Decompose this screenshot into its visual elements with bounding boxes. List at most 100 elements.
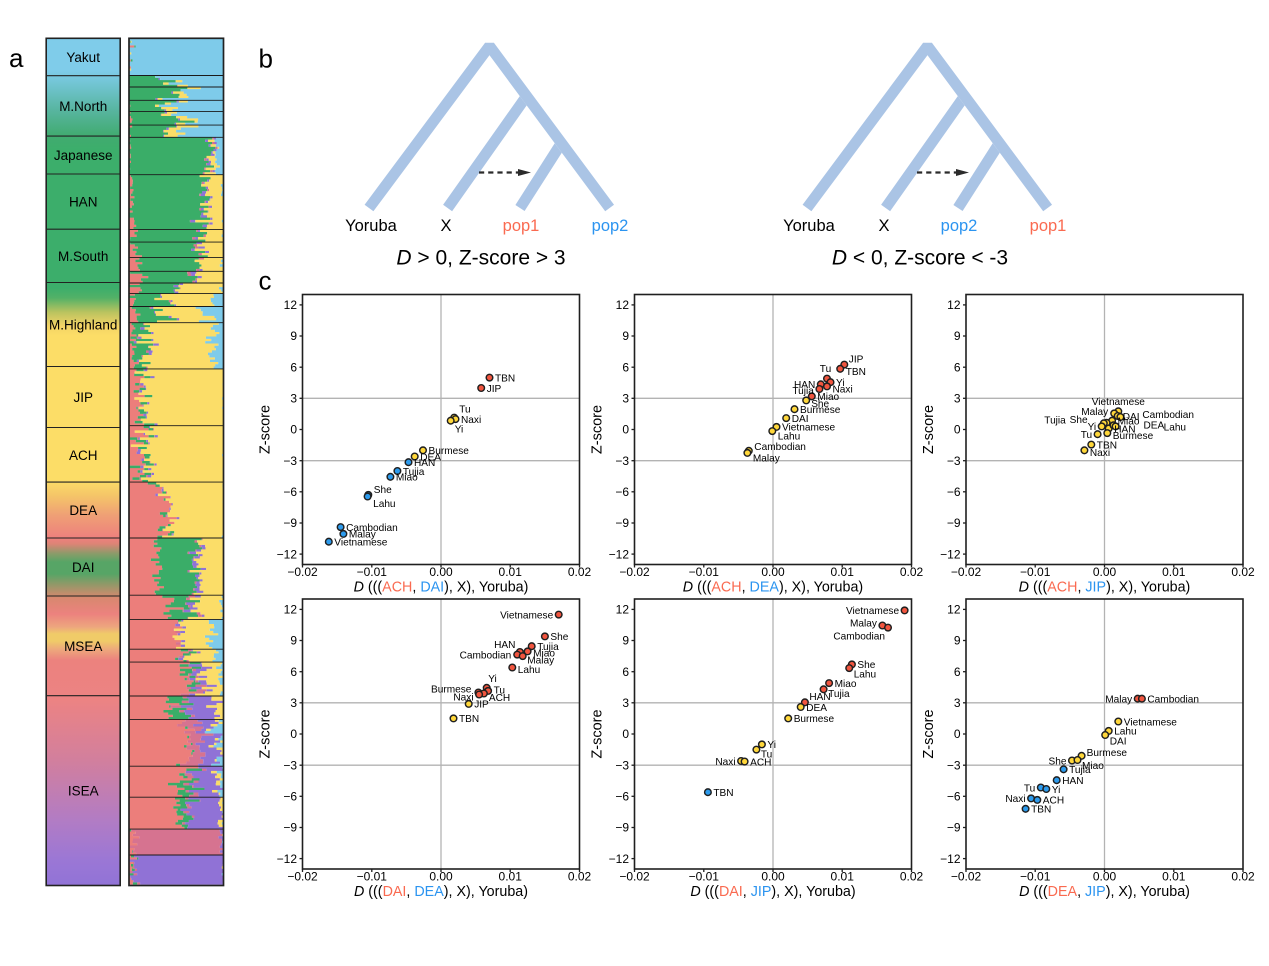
svg-text:6: 6	[622, 665, 629, 679]
svg-text:TBN: TBN	[713, 788, 733, 799]
svg-text:−12: −12	[277, 852, 298, 866]
svg-text:Vietnamese: Vietnamese	[1092, 397, 1146, 408]
svg-text:−6: −6	[283, 790, 297, 804]
svg-text:−3: −3	[615, 758, 629, 772]
svg-text:0.00: 0.00	[1093, 565, 1117, 579]
svg-text:Cambodian: Cambodian	[460, 650, 512, 661]
svg-text:pop1: pop1	[1030, 217, 1067, 235]
svg-text:3: 3	[622, 392, 629, 406]
svg-text:6: 6	[622, 360, 629, 374]
svg-text:Tujia: Tujia	[537, 642, 559, 653]
svg-text:Z-score: Z-score	[921, 405, 937, 454]
svg-text:D > 0, Z-score > 3: D > 0, Z-score > 3	[396, 247, 565, 270]
svg-text:b: b	[259, 44, 273, 74]
svg-text:0.01: 0.01	[499, 565, 523, 579]
svg-text:Naxi: Naxi	[1090, 448, 1110, 459]
svg-text:12: 12	[284, 298, 298, 312]
svg-text:−9: −9	[947, 516, 961, 530]
svg-text:Cambodian: Cambodian	[346, 523, 398, 534]
svg-text:12: 12	[947, 603, 961, 617]
svg-text:Vietnamese: Vietnamese	[1124, 717, 1178, 728]
svg-text:0.02: 0.02	[1231, 565, 1255, 579]
svg-text:9: 9	[622, 634, 629, 648]
svg-text:0.00: 0.00	[761, 565, 785, 579]
svg-text:Vietnamese: Vietnamese	[782, 423, 836, 434]
svg-text:c: c	[259, 266, 272, 296]
svg-text:Vietnamese: Vietnamese	[500, 610, 554, 621]
svg-text:0.00: 0.00	[761, 869, 785, 883]
svg-text:Z-score: Z-score	[258, 405, 274, 454]
svg-text:She: She	[1070, 415, 1088, 426]
svg-text:−6: −6	[615, 790, 629, 804]
svg-text:0: 0	[290, 727, 297, 741]
svg-text:Naxi: Naxi	[1005, 794, 1025, 805]
svg-text:TBN: TBN	[459, 714, 479, 725]
svg-text:DEA: DEA	[69, 503, 97, 518]
svg-text:D < 0, Z-score < -3: D < 0, Z-score < -3	[832, 247, 1008, 270]
svg-text:6: 6	[954, 665, 961, 679]
svg-text:M.North: M.North	[59, 99, 107, 114]
svg-text:Malay: Malay	[349, 530, 377, 541]
svg-text:Lahu: Lahu	[854, 670, 876, 681]
svg-text:Yakut: Yakut	[66, 50, 100, 65]
svg-text:12: 12	[284, 603, 298, 617]
svg-text:TBN: TBN	[495, 373, 515, 384]
svg-text:Tujia: Tujia	[1044, 415, 1066, 426]
svg-text:−3: −3	[615, 454, 629, 468]
svg-text:pop2: pop2	[941, 217, 978, 235]
svg-text:She: She	[811, 399, 829, 410]
svg-text:−3: −3	[947, 454, 961, 468]
svg-text:Malay: Malay	[1105, 695, 1133, 706]
svg-text:0.02: 0.02	[568, 565, 592, 579]
svg-text:−0.01: −0.01	[689, 565, 720, 579]
svg-text:−0.02: −0.02	[619, 869, 650, 883]
svg-text:−6: −6	[615, 485, 629, 499]
svg-text:HAN: HAN	[794, 380, 815, 391]
svg-text:D (((DEA, JIP), X), Yoruba): D (((DEA, JIP), X), Yoruba)	[1019, 884, 1190, 900]
svg-text:Cambodian: Cambodian	[754, 442, 806, 453]
svg-text:Miao: Miao	[533, 648, 555, 659]
svg-text:−12: −12	[940, 852, 961, 866]
svg-text:JIP: JIP	[487, 384, 502, 395]
svg-text:DEA: DEA	[1144, 420, 1165, 431]
svg-text:−12: −12	[609, 852, 630, 866]
svg-text:Yoruba: Yoruba	[345, 217, 398, 235]
svg-text:−9: −9	[615, 516, 629, 530]
svg-text:Malay: Malay	[1081, 407, 1109, 418]
svg-text:Cambodian: Cambodian	[1147, 695, 1199, 706]
svg-text:Cambodian: Cambodian	[1142, 410, 1194, 421]
svg-text:DAI: DAI	[792, 414, 809, 425]
svg-text:TBN: TBN	[1031, 805, 1051, 816]
svg-text:Burmese: Burmese	[794, 714, 835, 725]
svg-text:12: 12	[947, 298, 961, 312]
svg-text:0.01: 0.01	[831, 565, 855, 579]
svg-text:3: 3	[954, 696, 961, 710]
svg-text:D (((ACH, JIP), X), Yoruba): D (((ACH, JIP), X), Yoruba)	[1019, 580, 1191, 596]
svg-text:Tu: Tu	[761, 750, 772, 761]
svg-text:3: 3	[622, 696, 629, 710]
svg-text:6: 6	[954, 360, 961, 374]
svg-text:ACH: ACH	[1043, 796, 1064, 807]
svg-text:Lahu: Lahu	[1164, 422, 1186, 433]
svg-text:HAN: HAN	[809, 692, 830, 703]
svg-text:−3: −3	[283, 758, 297, 772]
svg-text:0.01: 0.01	[499, 869, 523, 883]
svg-text:Naxi: Naxi	[453, 693, 473, 704]
svg-text:DAI: DAI	[1110, 737, 1127, 748]
svg-text:Z-score: Z-score	[258, 709, 274, 758]
svg-text:0.01: 0.01	[1162, 565, 1186, 579]
svg-text:Cambodian: Cambodian	[833, 632, 885, 643]
svg-text:−0.01: −0.01	[689, 869, 720, 883]
svg-text:ACH: ACH	[750, 757, 771, 768]
svg-text:0: 0	[954, 423, 961, 437]
svg-text:Miao: Miao	[396, 473, 418, 484]
svg-text:Yi: Yi	[836, 378, 845, 389]
svg-text:TBN: TBN	[1097, 440, 1117, 451]
svg-text:HAN: HAN	[69, 195, 98, 210]
svg-text:−0.02: −0.02	[951, 869, 982, 883]
svg-text:−9: −9	[615, 821, 629, 835]
svg-text:DEA: DEA	[420, 452, 441, 463]
svg-text:Tu: Tu	[1081, 430, 1092, 441]
svg-text:M.Highland: M.Highland	[49, 318, 117, 333]
svg-text:Tujia: Tujia	[792, 386, 814, 397]
